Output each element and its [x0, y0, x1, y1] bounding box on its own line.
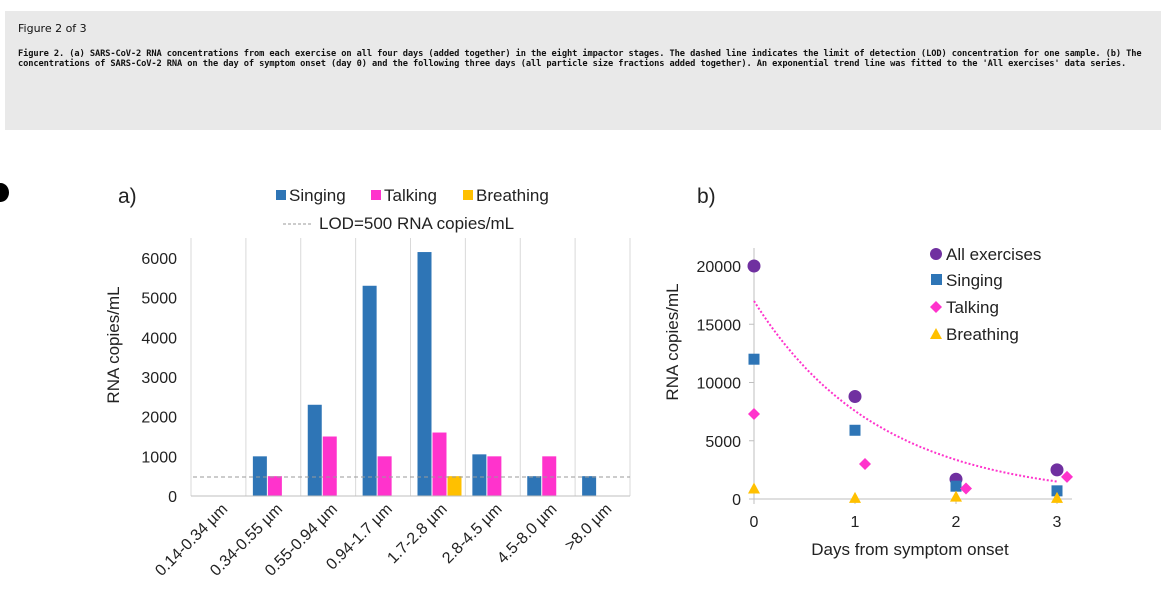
point-all-exercises-3	[1050, 463, 1064, 477]
chart-b-y-tick-label: 5000	[705, 434, 741, 451]
point-singing-3	[1051, 485, 1063, 497]
chart-b-panel-label: b)	[697, 185, 716, 208]
chart-b-legend-breathing-marker	[930, 328, 942, 339]
chart-b-y-tick-label: 0	[732, 492, 741, 509]
point-talking-1	[859, 458, 871, 471]
figure-caption: Figure 2. (a) SARS-CoV-2 RNA concentrati…	[18, 49, 1142, 70]
chart-a-y-tick-label: 6000	[141, 251, 177, 268]
chart-b-y-tick-label: 20000	[697, 259, 742, 276]
chart-a-legend: Singing Talking Breathing LOD=500 RNA co…	[276, 186, 549, 233]
chart-a-gridlines	[190, 238, 631, 496]
chart-b-legend-talking-marker	[930, 301, 942, 313]
chart-a-y-tick-label: 3000	[141, 370, 177, 387]
chart-b-x-axis-title: Days from symptom onset	[811, 540, 1009, 559]
chart-a-legend-lod-label: LOD=500 RNA copies/mL	[319, 214, 514, 233]
bar-singing-1	[252, 456, 267, 496]
point-singing-1	[849, 424, 861, 436]
chart-a-y-tick-label: 4000	[141, 330, 177, 347]
chart-a: a) Singing Talking Breathing LOD=500 RNA…	[104, 185, 631, 580]
chart-a-legend-talking-label: Talking	[384, 186, 437, 205]
bar-talking-3	[377, 456, 392, 496]
chart-b-legend-breathing-label: Breathing	[946, 325, 1019, 344]
chart-b-y-tick-label: 15000	[697, 317, 742, 334]
chart-a-panel-label: a)	[118, 185, 137, 208]
chart-b-legend-singing-marker	[931, 274, 942, 285]
point-breathing-3	[1051, 491, 1063, 503]
chart-b-legend-talking-label: Talking	[946, 298, 999, 317]
bar-talking-1	[267, 476, 282, 496]
bullet-marker	[0, 183, 9, 202]
chart-b-legend-all-label: All exercises	[946, 245, 1041, 264]
chart-b-x-tick-label: 2	[952, 514, 961, 531]
bar-singing-7	[582, 476, 597, 496]
chart-b-legend-all-marker	[930, 248, 942, 260]
chart-b: b) RNA copies/mL Days from symptom onset…	[663, 185, 1073, 559]
bar-breathing-4	[447, 476, 462, 496]
chart-a-y-tick-label: 2000	[141, 410, 177, 427]
point-breathing-1	[849, 491, 861, 503]
chart-a-x-tick-label: 4.5-8.0 µm	[494, 501, 560, 567]
figure-label: Figure 2 of 3	[18, 22, 87, 35]
bar-talking-6	[542, 456, 557, 496]
chart-b-points	[747, 259, 1073, 503]
bar-talking-4	[432, 432, 447, 496]
chart-b-y-ticks: 0 5000 10000 15000 20000	[697, 259, 754, 509]
chart-a-legend-breathing-swatch	[463, 190, 473, 200]
chart-a-y-tick-label: 1000	[141, 449, 177, 466]
bar-talking-5	[487, 456, 502, 496]
chart-b-y-tick-label: 10000	[697, 376, 742, 393]
chart-a-bars	[252, 252, 597, 496]
chart-a-legend-talking-swatch	[371, 190, 381, 200]
bar-singing-5	[472, 454, 487, 496]
bar-singing-3	[362, 285, 377, 496]
chart-a-x-ticks: 0.14-0.34 µm0.34-0.55 µm0.55-0.94 µm0.94…	[152, 501, 615, 580]
point-all-exercises-0	[747, 259, 761, 273]
bar-singing-2	[307, 404, 322, 496]
point-talking-0	[748, 407, 760, 420]
point-breathing-0	[748, 482, 760, 494]
point-talking-3	[1061, 470, 1073, 483]
chart-b-x-tick-label: 1	[851, 514, 860, 531]
chart-a-y-tick-label: 0	[168, 489, 177, 506]
chart-a-legend-singing-swatch	[276, 190, 286, 200]
point-breathing-2	[950, 490, 962, 502]
chart-b-legend: All exercises Singing Talking Breathing	[930, 245, 1041, 344]
chart-b-y-axis-title: RNA copies/mL	[663, 283, 682, 400]
chart-a-x-tick-label: >8.0 µm	[562, 501, 615, 554]
bar-singing-4	[417, 252, 432, 496]
chart-b-x-ticks: 0 1 2 3	[750, 499, 1062, 531]
chart-a-y-axis-title: RNA copies/mL	[104, 286, 123, 403]
chart-b-trendline	[753, 300, 1058, 483]
point-singing-2	[950, 480, 962, 492]
chart-a-y-ticks: 0 1000 2000 3000 4000 5000 6000	[141, 251, 177, 506]
chart-a-legend-breathing-label: Breathing	[476, 186, 549, 205]
chart-a-y-tick-label: 5000	[141, 291, 177, 308]
chart-b-legend-singing-label: Singing	[946, 271, 1003, 290]
chart-a-legend-singing-label: Singing	[289, 186, 346, 205]
chart-b-x-tick-label: 3	[1053, 514, 1062, 531]
chart-b-x-tick-label: 0	[750, 514, 759, 531]
bar-talking-2	[322, 436, 337, 496]
point-talking-2	[960, 482, 972, 495]
point-all-exercises-1	[848, 389, 862, 403]
bar-singing-6	[527, 476, 542, 496]
point-singing-0	[748, 353, 760, 365]
caption-panel	[5, 11, 1161, 130]
